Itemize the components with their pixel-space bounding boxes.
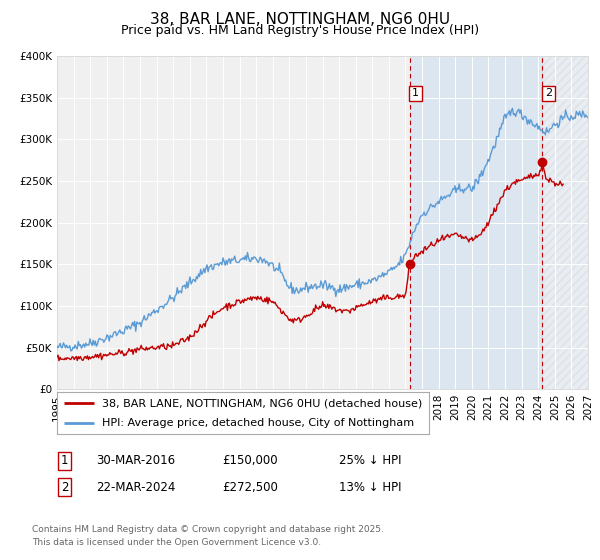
Text: 22-MAR-2024: 22-MAR-2024 bbox=[96, 480, 175, 494]
Text: Contains HM Land Registry data © Crown copyright and database right 2025.
This d: Contains HM Land Registry data © Crown c… bbox=[32, 525, 383, 548]
Text: 30-MAR-2016: 30-MAR-2016 bbox=[96, 454, 175, 468]
Text: £272,500: £272,500 bbox=[222, 480, 278, 494]
Text: £150,000: £150,000 bbox=[222, 454, 278, 468]
Text: 25% ↓ HPI: 25% ↓ HPI bbox=[339, 454, 401, 468]
Bar bbox=[542, 56, 600, 389]
Text: Price paid vs. HM Land Registry's House Price Index (HPI): Price paid vs. HM Land Registry's House … bbox=[121, 24, 479, 37]
Text: 1: 1 bbox=[412, 88, 419, 99]
Text: 1: 1 bbox=[61, 454, 68, 468]
Text: 2: 2 bbox=[61, 480, 68, 494]
Bar bbox=[410, 56, 542, 389]
Text: 38, BAR LANE, NOTTINGHAM, NG6 0HU: 38, BAR LANE, NOTTINGHAM, NG6 0HU bbox=[150, 12, 450, 27]
Text: 13% ↓ HPI: 13% ↓ HPI bbox=[339, 480, 401, 494]
Text: 2: 2 bbox=[545, 88, 552, 99]
Text: 38, BAR LANE, NOTTINGHAM, NG6 0HU (detached house): 38, BAR LANE, NOTTINGHAM, NG6 0HU (detac… bbox=[101, 398, 422, 408]
Text: HPI: Average price, detached house, City of Nottingham: HPI: Average price, detached house, City… bbox=[101, 418, 414, 428]
Bar bbox=[542, 56, 600, 389]
